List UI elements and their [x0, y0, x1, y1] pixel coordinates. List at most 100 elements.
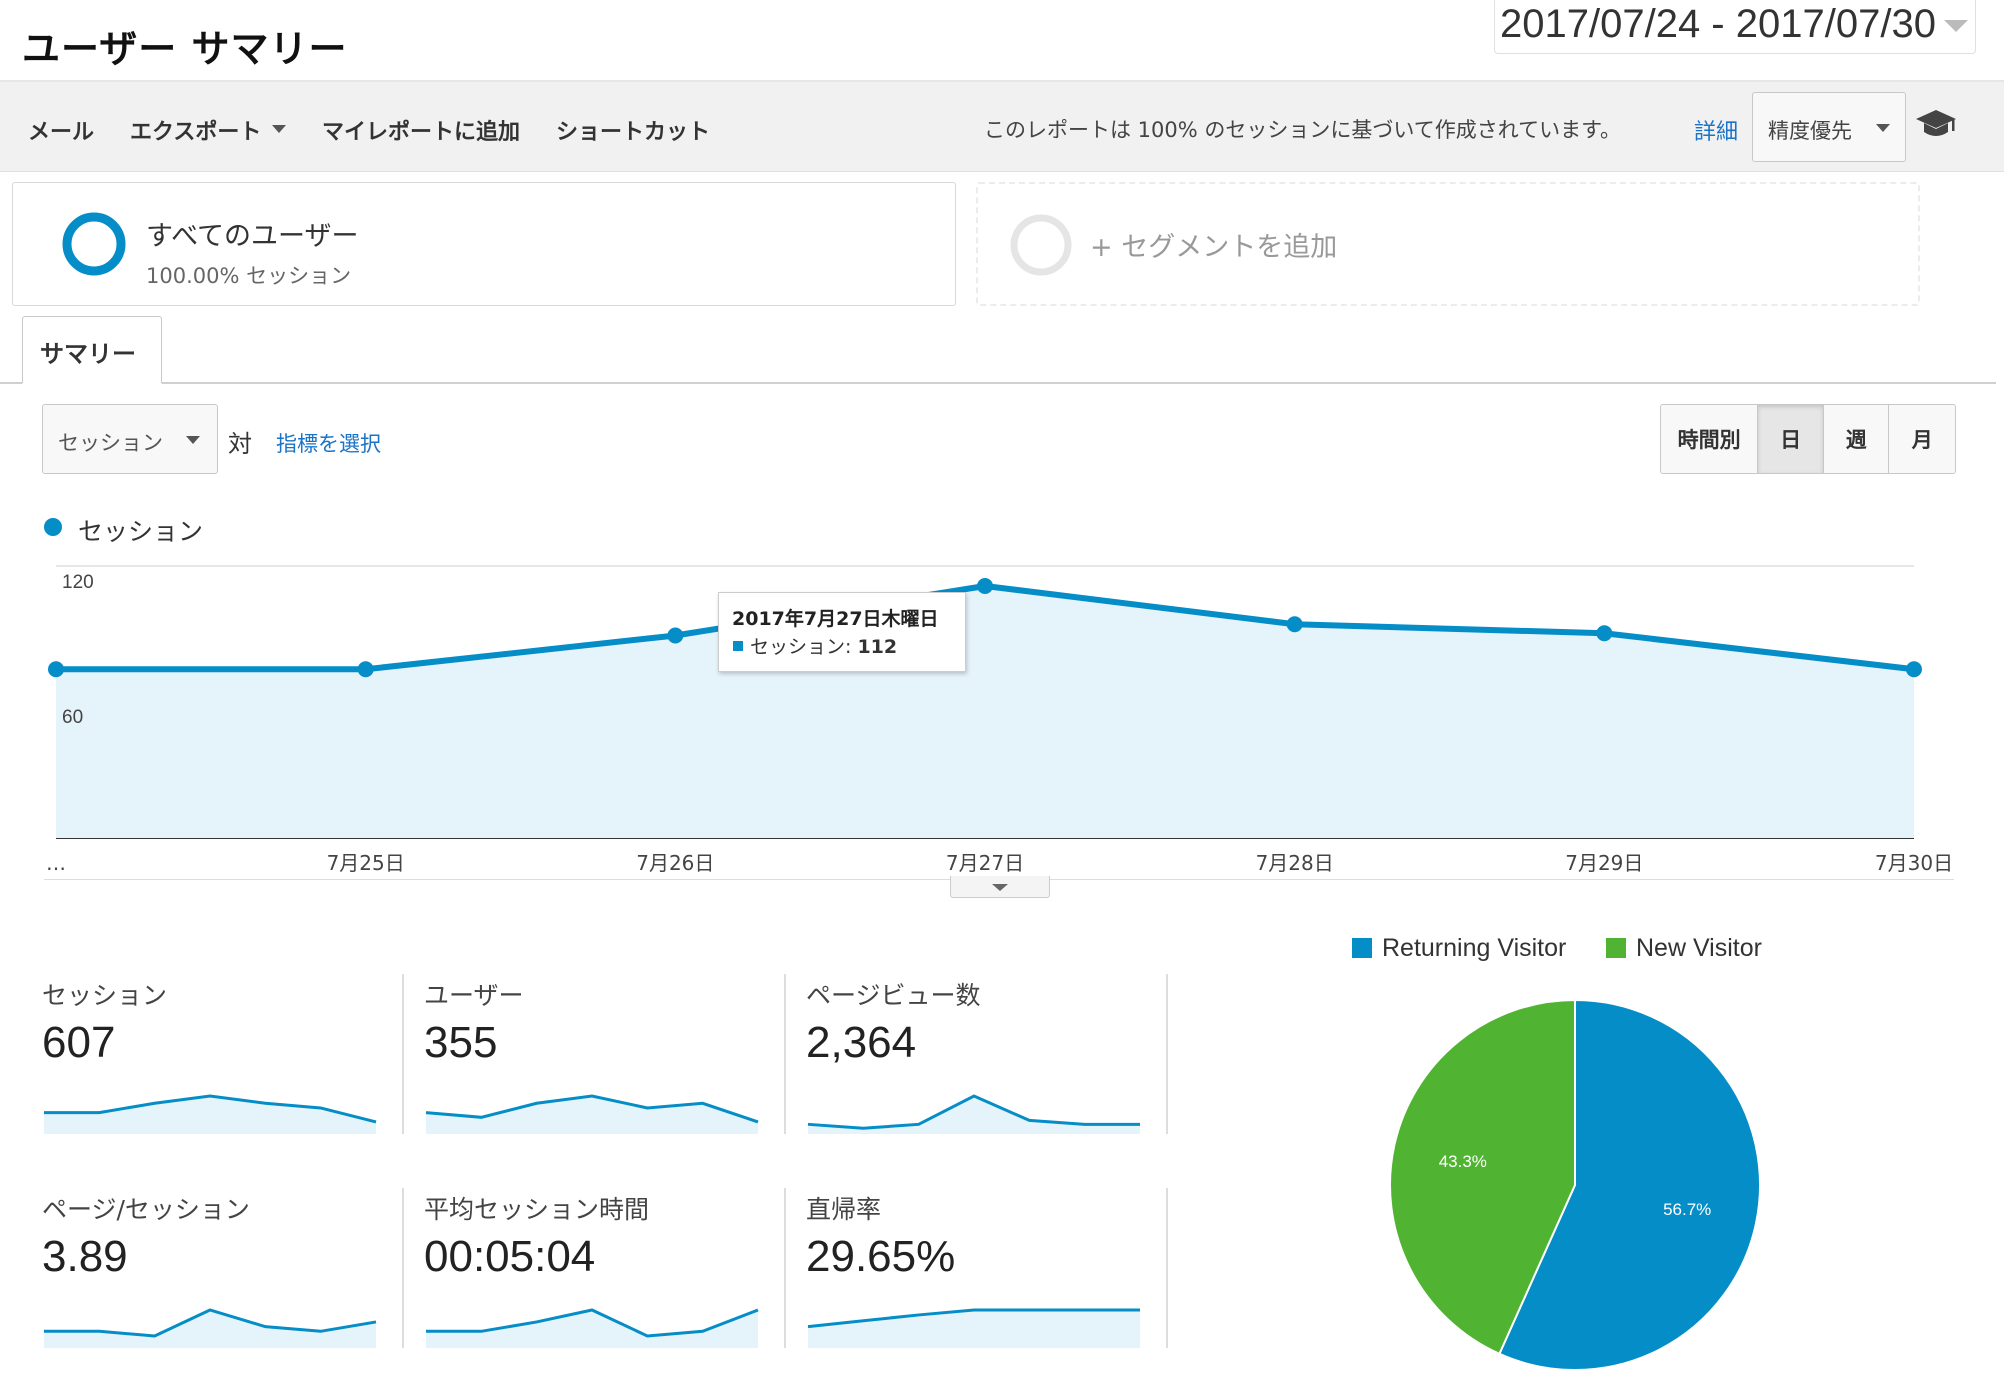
- sparkline-line: [44, 1094, 377, 1124]
- tooltip-value-row: セッション: 112: [750, 632, 897, 659]
- data-point[interactable]: [1286, 616, 1303, 633]
- mail-button[interactable]: メール: [28, 120, 95, 145]
- sparkline-line: [425, 1094, 759, 1124]
- data-point[interactable]: [977, 578, 993, 594]
- metric-label: 直帰率: [806, 1195, 882, 1224]
- sparkline-line: [426, 1308, 759, 1338]
- metric-card-pages-per-session[interactable]: ページ/セッション 3.89: [42, 1190, 382, 1360]
- legend-returning-visitor[interactable]: Returning Visitor: [1382, 934, 1567, 962]
- sparkline-area: [808, 1096, 1140, 1134]
- add-segment-box[interactable]: [976, 182, 1920, 306]
- sessions-line-chart: 60 120 … 7月25日 7月26日 7月27日 7月28日 7月29日 7月30日: [46, 565, 1953, 875]
- segment-session-share: 100.00% セッション: [146, 264, 352, 288]
- detail-link[interactable]: 詳細: [1694, 120, 1739, 145]
- series-legend-label[interactable]: セッション: [78, 517, 204, 546]
- sparkline-area: [426, 1096, 758, 1134]
- sparkline-area: [44, 1310, 376, 1348]
- metric-label: ユーザー: [424, 981, 524, 1010]
- metric-card-sessions[interactable]: セッション 607: [42, 976, 382, 1146]
- granularity-week-button[interactable]: 週: [1824, 405, 1890, 473]
- metric-sparkline: [426, 1308, 759, 1348]
- metric-value: 29.65%: [806, 1232, 956, 1281]
- shortcut-button[interactable]: ショートカット: [556, 120, 711, 145]
- metric-divider: [1166, 1188, 1168, 1348]
- tab-bar-divider: [0, 382, 1996, 384]
- versus-label: 対: [228, 430, 252, 458]
- segment-all-users[interactable]: [12, 182, 956, 306]
- data-point[interactable]: [1906, 661, 1922, 678]
- metric-card-avg-session-duration[interactable]: 平均セッション時間 00:05:04: [424, 1190, 764, 1360]
- tooltip-date: 2017年7月27日木曜日: [732, 608, 939, 630]
- tooltip-series-marker: [733, 641, 743, 651]
- metric-value: 355: [424, 1018, 498, 1067]
- metric-sparkline: [44, 1308, 377, 1348]
- granularity-day-button[interactable]: 日: [1758, 405, 1824, 473]
- legend-returning-swatch: [1352, 938, 1372, 958]
- pick-metric-link[interactable]: 指標を選択: [276, 432, 381, 456]
- metric-divider: [1166, 974, 1168, 1134]
- add-segment-label[interactable]: + セグメントを追加: [1090, 232, 1338, 263]
- sparkline-area: [44, 1096, 376, 1134]
- precision-select-value[interactable]: 精度優先: [1768, 119, 1852, 143]
- metric-divider: [402, 1188, 404, 1348]
- add-to-my-report-button[interactable]: マイレポートに追加: [322, 120, 521, 145]
- legend-new-visitor[interactable]: New Visitor: [1636, 934, 1762, 962]
- metric-sparkline: [807, 1094, 1140, 1134]
- date-range-text[interactable]: 2017/07/24 - 2017/07/30: [1500, 2, 1936, 46]
- header-divider: [0, 80, 2004, 82]
- sessions-area: [56, 586, 1914, 838]
- pie-slice[interactable]: [1498, 998, 1761, 1371]
- granularity-toggle: 時間別 日 週 月: [1660, 404, 1956, 474]
- sparkline-area: [808, 1310, 1140, 1348]
- data-point[interactable]: [48, 661, 64, 678]
- data-point[interactable]: [357, 661, 374, 678]
- metric-value: 3.89: [42, 1232, 128, 1281]
- data-point[interactable]: [667, 627, 684, 644]
- chart-tooltip: [718, 592, 966, 672]
- granularity-month-button[interactable]: 月: [1911, 428, 1933, 452]
- chevron-down-icon[interactable]: [1944, 20, 1968, 32]
- x-tick-label: …: [46, 851, 66, 875]
- metric-value: 2,364: [806, 1018, 917, 1067]
- tab-summary[interactable]: [22, 316, 162, 384]
- report-toolbar: [0, 82, 2004, 172]
- metric-card-users[interactable]: ユーザー 355: [424, 976, 764, 1146]
- x-tick-label: 7月25日: [327, 851, 405, 875]
- sampling-note: このレポートは 100% のセッションに基づいて作成されています。: [984, 118, 1622, 142]
- metric-sparkline: [44, 1094, 377, 1134]
- tab-summary-label[interactable]: サマリー: [40, 340, 136, 368]
- metric-card-bounce-rate[interactable]: 直帰率 29.65%: [806, 1190, 1146, 1360]
- sparkline-area: [426, 1310, 758, 1348]
- export-button[interactable]: エクスポート: [130, 120, 262, 145]
- chevron-down-icon[interactable]: [1876, 124, 1890, 132]
- chevron-down-icon[interactable]: [186, 436, 200, 444]
- granularity-hourly-button[interactable]: 時間別: [1661, 405, 1759, 473]
- metric-label: 平均セッション時間: [424, 1195, 650, 1224]
- metric-label: セッション: [42, 981, 168, 1010]
- metric-value: 607: [42, 1018, 116, 1067]
- legend-new-swatch: [1606, 938, 1626, 958]
- chevron-down-icon[interactable]: [992, 884, 1008, 891]
- graduation-cap-icon[interactable]: [1914, 106, 1958, 142]
- sparkline-line: [807, 1308, 1140, 1329]
- pie-slice-label: 43.3%: [1439, 1152, 1487, 1171]
- tooltip-value: 112: [857, 636, 898, 658]
- metric-divider: [402, 974, 404, 1134]
- sparkline-line: [807, 1094, 1140, 1130]
- empty-segment-ring-icon: [1010, 214, 1072, 276]
- metric-select-value[interactable]: セッション: [58, 431, 163, 455]
- page-title: ユーザー サマリー: [22, 27, 348, 71]
- metric-divider: [784, 1188, 786, 1348]
- metric-divider: [784, 974, 786, 1134]
- pie-slice[interactable]: [1389, 998, 1576, 1356]
- x-tick-label: 7月30日: [1875, 851, 1953, 875]
- y-tick-label: 120: [62, 572, 94, 593]
- x-tick-label: 7月26日: [636, 851, 714, 875]
- x-tick-label: 7月29日: [1565, 851, 1643, 875]
- metric-card-pageviews[interactable]: ページビュー数 2,364: [806, 976, 1146, 1146]
- pie-slice-label: 56.7%: [1663, 1200, 1711, 1219]
- data-point[interactable]: [1596, 625, 1613, 642]
- date-range-picker[interactable]: [1494, 0, 1976, 54]
- export-dropdown-icon[interactable]: [272, 125, 286, 133]
- metric-sparkline: [807, 1308, 1140, 1348]
